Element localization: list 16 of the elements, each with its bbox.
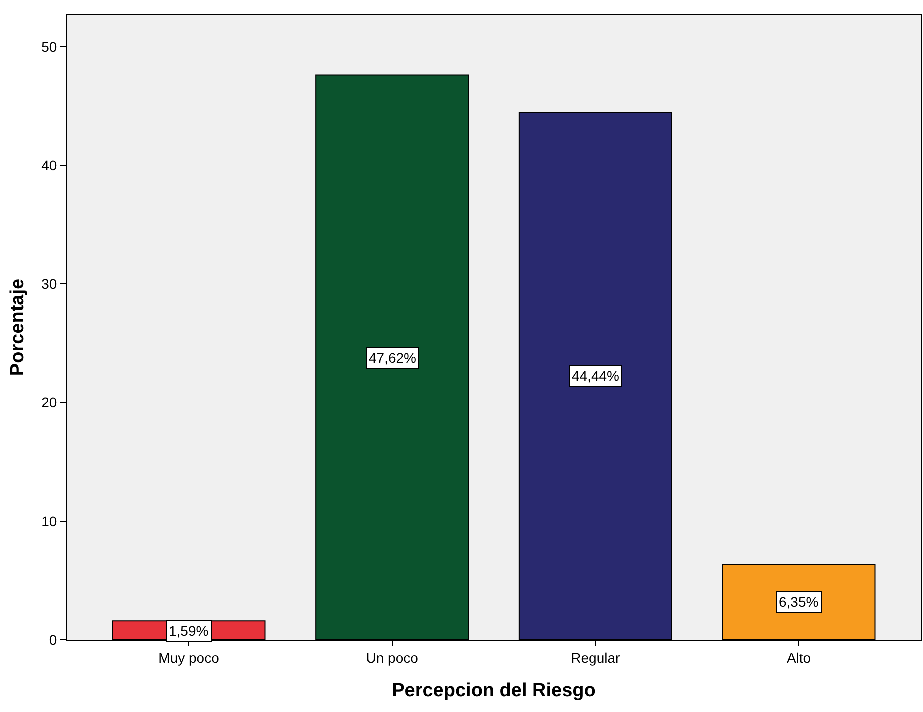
x-tick-label: Alto <box>786 650 812 666</box>
y-axis-title: Porcentaje <box>7 278 28 376</box>
y-tick-label: 20 <box>42 394 58 411</box>
x-tick-label: Regular <box>571 650 621 666</box>
y-tick-label: 50 <box>42 38 58 55</box>
x-tick-label: Muy poco <box>158 650 220 666</box>
y-tick-label: 0 <box>49 632 58 648</box>
y-tick-label: 10 <box>42 513 58 530</box>
data-label: 44,44% <box>572 368 620 384</box>
data-label: 1,59% <box>169 623 209 639</box>
data-label: 47,62% <box>369 350 416 366</box>
x-tick-label: Un poco <box>366 650 419 666</box>
data-label: 6,35% <box>779 594 819 610</box>
x-axis-title: Percepcion del Riesgo <box>392 680 596 702</box>
y-tick-label: 30 <box>42 276 58 292</box>
y-tick-label: 40 <box>42 158 58 174</box>
